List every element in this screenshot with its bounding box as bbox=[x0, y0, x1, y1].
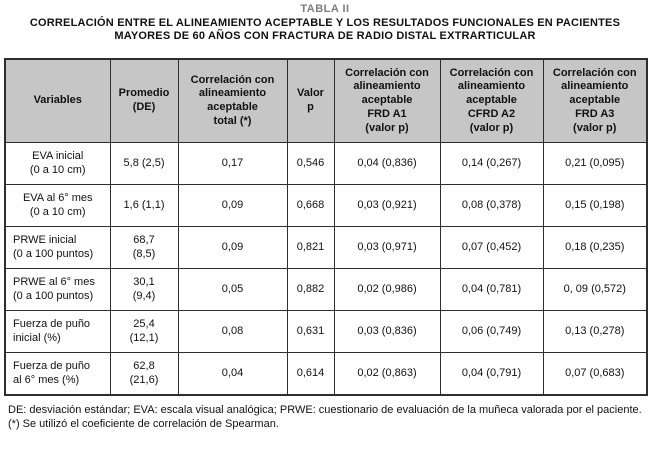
value-cell: 1,6 (1,1) bbox=[109, 184, 179, 228]
value-cell: 0,06 (0,749) bbox=[439, 310, 544, 354]
table-heading-line2: MAYORES DE 60 AÑOS CON FRACTURA DE RADIO… bbox=[114, 30, 536, 43]
variable-cell: PRWE al 6° mes (0 a 100 puntos) bbox=[4, 268, 111, 312]
value-cell: 0,03 (0,921) bbox=[333, 184, 441, 228]
abbreviations-note: DE: desviación estándar; EVA: escala vis… bbox=[8, 403, 642, 416]
header-row: Variables Promedio (DE) Correlación con al… bbox=[4, 58, 648, 144]
column-header: Correlación con alineamiento aceptable C… bbox=[439, 58, 544, 144]
table-heading-line1: CORRELACIÓN ENTRE EL ALINEAMIENTO ACEPTA… bbox=[29, 17, 621, 29]
variable-cell: Fuerza de puño al 6° mes (%) bbox=[4, 352, 111, 396]
column-header: Valor p bbox=[286, 58, 335, 144]
table-row: Fuerza de puño inicial (%) 25,4 (12,1) 0,0… bbox=[4, 310, 648, 354]
table-number-label: TABLA II bbox=[300, 3, 350, 15]
value-cell: 0, 09 (0,572) bbox=[542, 268, 648, 312]
value-cell: 30,1 (9,4) bbox=[109, 268, 179, 312]
value-cell: 0,614 bbox=[286, 352, 335, 396]
variable-cell: Fuerza de puño inicial (%) bbox=[4, 310, 111, 354]
column-header: Promedio (DE) bbox=[109, 58, 179, 144]
table-row: EVA al 6° mes (0 a 10 cm) 1,6 (1,1) 0,09 0,… bbox=[4, 184, 648, 228]
value-cell: 0,05 bbox=[177, 268, 288, 312]
value-cell: 0,821 bbox=[286, 226, 335, 270]
value-cell: 0,03 (0,836) bbox=[333, 310, 441, 354]
spearman-note: (*) Se utilizó el coeficiente de correla… bbox=[8, 417, 279, 430]
table-heading: CORRELACIÓN ENTRE EL ALINEAMIENTO ACEPTA… bbox=[4, 17, 646, 44]
value-cell: 0,04 (0,781) bbox=[439, 268, 544, 312]
value-cell: 0,17 bbox=[177, 142, 288, 186]
table-row: PRWE inicial (0 a 100 puntos) 68,7 (8,5) 0… bbox=[4, 226, 648, 270]
value-cell: 0,21 (0,095) bbox=[542, 142, 648, 186]
value-cell: 0,18 (0,235) bbox=[542, 226, 648, 270]
value-cell: 0,882 bbox=[286, 268, 335, 312]
column-header: Variables bbox=[4, 58, 111, 144]
column-header: Correlación con alineamiento aceptable F… bbox=[333, 58, 441, 144]
value-cell: 0,03 (0,971) bbox=[333, 226, 441, 270]
value-cell: 0,04 (0,836) bbox=[333, 142, 441, 186]
table-footnotes: DE: desviación estándar; EVA: escala vis… bbox=[8, 403, 644, 431]
value-cell: 0,08 bbox=[177, 310, 288, 354]
variable-cell: PRWE inicial (0 a 100 puntos) bbox=[4, 226, 111, 270]
value-cell: 0,04 bbox=[177, 352, 288, 396]
value-cell: 0,631 bbox=[286, 310, 335, 354]
document-page: TABLA II CORRELACIÓN ENTRE EL ALINEAMIEN… bbox=[4, 3, 648, 431]
table-row: PRWE al 6° mes (0 a 100 puntos) 30,1 (9,4… bbox=[4, 268, 648, 312]
value-cell: 25,4 (12,1) bbox=[109, 310, 179, 354]
variable-cell: EVA al 6° mes (0 a 10 cm) bbox=[4, 184, 111, 228]
value-cell: 0,02 (0,986) bbox=[333, 268, 441, 312]
value-cell: 68,7 (8,5) bbox=[109, 226, 179, 270]
column-header: Correlación con alineamiento aceptable t… bbox=[177, 58, 288, 144]
value-cell: 0,02 (0,863) bbox=[333, 352, 441, 396]
value-cell: 5,8 (2,5) bbox=[109, 142, 179, 186]
value-cell: 0,15 (0,198) bbox=[542, 184, 648, 228]
variable-cell: EVA inicial (0 a 10 cm) bbox=[4, 142, 111, 186]
value-cell: 0,14 (0,267) bbox=[439, 142, 544, 186]
column-header: Correlación con alineamiento aceptable F… bbox=[542, 58, 648, 144]
value-cell: 0,09 bbox=[177, 226, 288, 270]
value-cell: 62,8 (21,6) bbox=[109, 352, 179, 396]
value-cell: 0,04 (0,791) bbox=[439, 352, 544, 396]
value-cell: 0,08 (0,378) bbox=[439, 184, 544, 228]
table-row: EVA inicial (0 a 10 cm) 5,8 (2,5) 0,17 0,54… bbox=[4, 142, 648, 186]
value-cell: 0,07 (0,452) bbox=[439, 226, 544, 270]
value-cell: 0,546 bbox=[286, 142, 335, 186]
value-cell: 0,09 bbox=[177, 184, 288, 228]
value-cell: 0,13 (0,278) bbox=[542, 310, 648, 354]
value-cell: 0,07 (0,683) bbox=[542, 352, 648, 396]
table-row: Fuerza de puño al 6° mes (%) 62,8 (21,6) 0… bbox=[4, 352, 648, 396]
value-cell: 0,668 bbox=[286, 184, 335, 228]
correlation-table: Variables Promedio (DE) Correlación con al… bbox=[4, 57, 648, 396]
